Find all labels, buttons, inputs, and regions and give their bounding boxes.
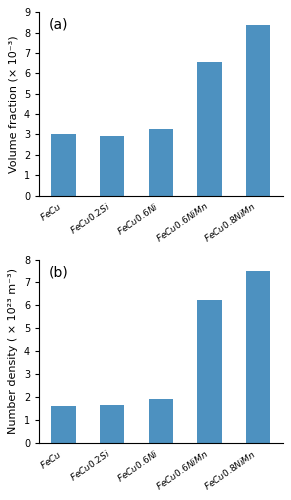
Text: (a): (a) [49, 18, 68, 32]
Bar [149, 130, 173, 196]
Bar [100, 136, 124, 196]
Bar [51, 134, 76, 196]
Bar [51, 406, 76, 442]
Text: (b): (b) [49, 265, 69, 279]
Y-axis label: Volume fraction (× 10⁻³): Volume fraction (× 10⁻³) [8, 35, 18, 172]
Bar [246, 271, 271, 442]
Bar [149, 399, 173, 442]
Bar [246, 24, 271, 196]
Y-axis label: Number density ( × 10²³ m⁻³): Number density ( × 10²³ m⁻³) [8, 268, 18, 434]
Bar [100, 405, 124, 442]
Bar [197, 62, 222, 196]
Bar [197, 300, 222, 442]
